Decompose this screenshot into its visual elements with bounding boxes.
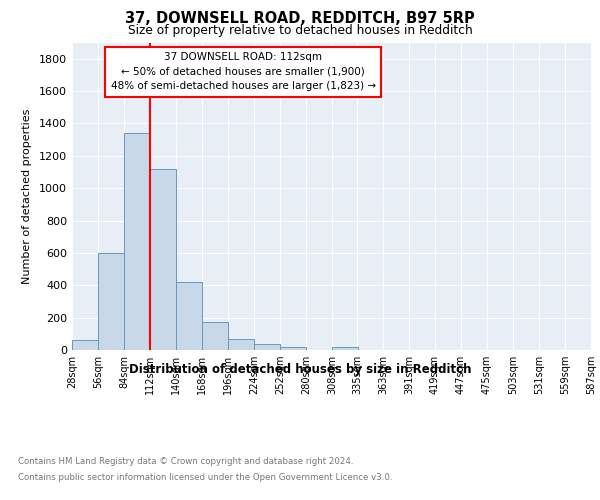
Text: Distribution of detached houses by size in Redditch: Distribution of detached houses by size … — [129, 362, 471, 376]
Text: 37 DOWNSELL ROAD: 112sqm
← 50% of detached houses are smaller (1,900)
48% of sem: 37 DOWNSELL ROAD: 112sqm ← 50% of detach… — [111, 52, 376, 92]
Text: Contains public sector information licensed under the Open Government Licence v3: Contains public sector information licen… — [18, 472, 392, 482]
Bar — [332, 347, 358, 350]
Y-axis label: Number of detached properties: Number of detached properties — [22, 108, 32, 284]
Text: Size of property relative to detached houses in Redditch: Size of property relative to detached ho… — [128, 24, 472, 37]
Text: Contains HM Land Registry data © Crown copyright and database right 2024.: Contains HM Land Registry data © Crown c… — [18, 458, 353, 466]
Bar — [280, 347, 306, 350]
Bar — [124, 133, 150, 350]
Bar — [176, 282, 202, 350]
Bar — [202, 322, 228, 350]
Bar — [228, 340, 254, 350]
Bar — [150, 168, 176, 350]
Bar — [72, 340, 98, 350]
Bar — [254, 344, 280, 350]
Text: 37, DOWNSELL ROAD, REDDITCH, B97 5RP: 37, DOWNSELL ROAD, REDDITCH, B97 5RP — [125, 11, 475, 26]
Bar — [98, 253, 124, 350]
